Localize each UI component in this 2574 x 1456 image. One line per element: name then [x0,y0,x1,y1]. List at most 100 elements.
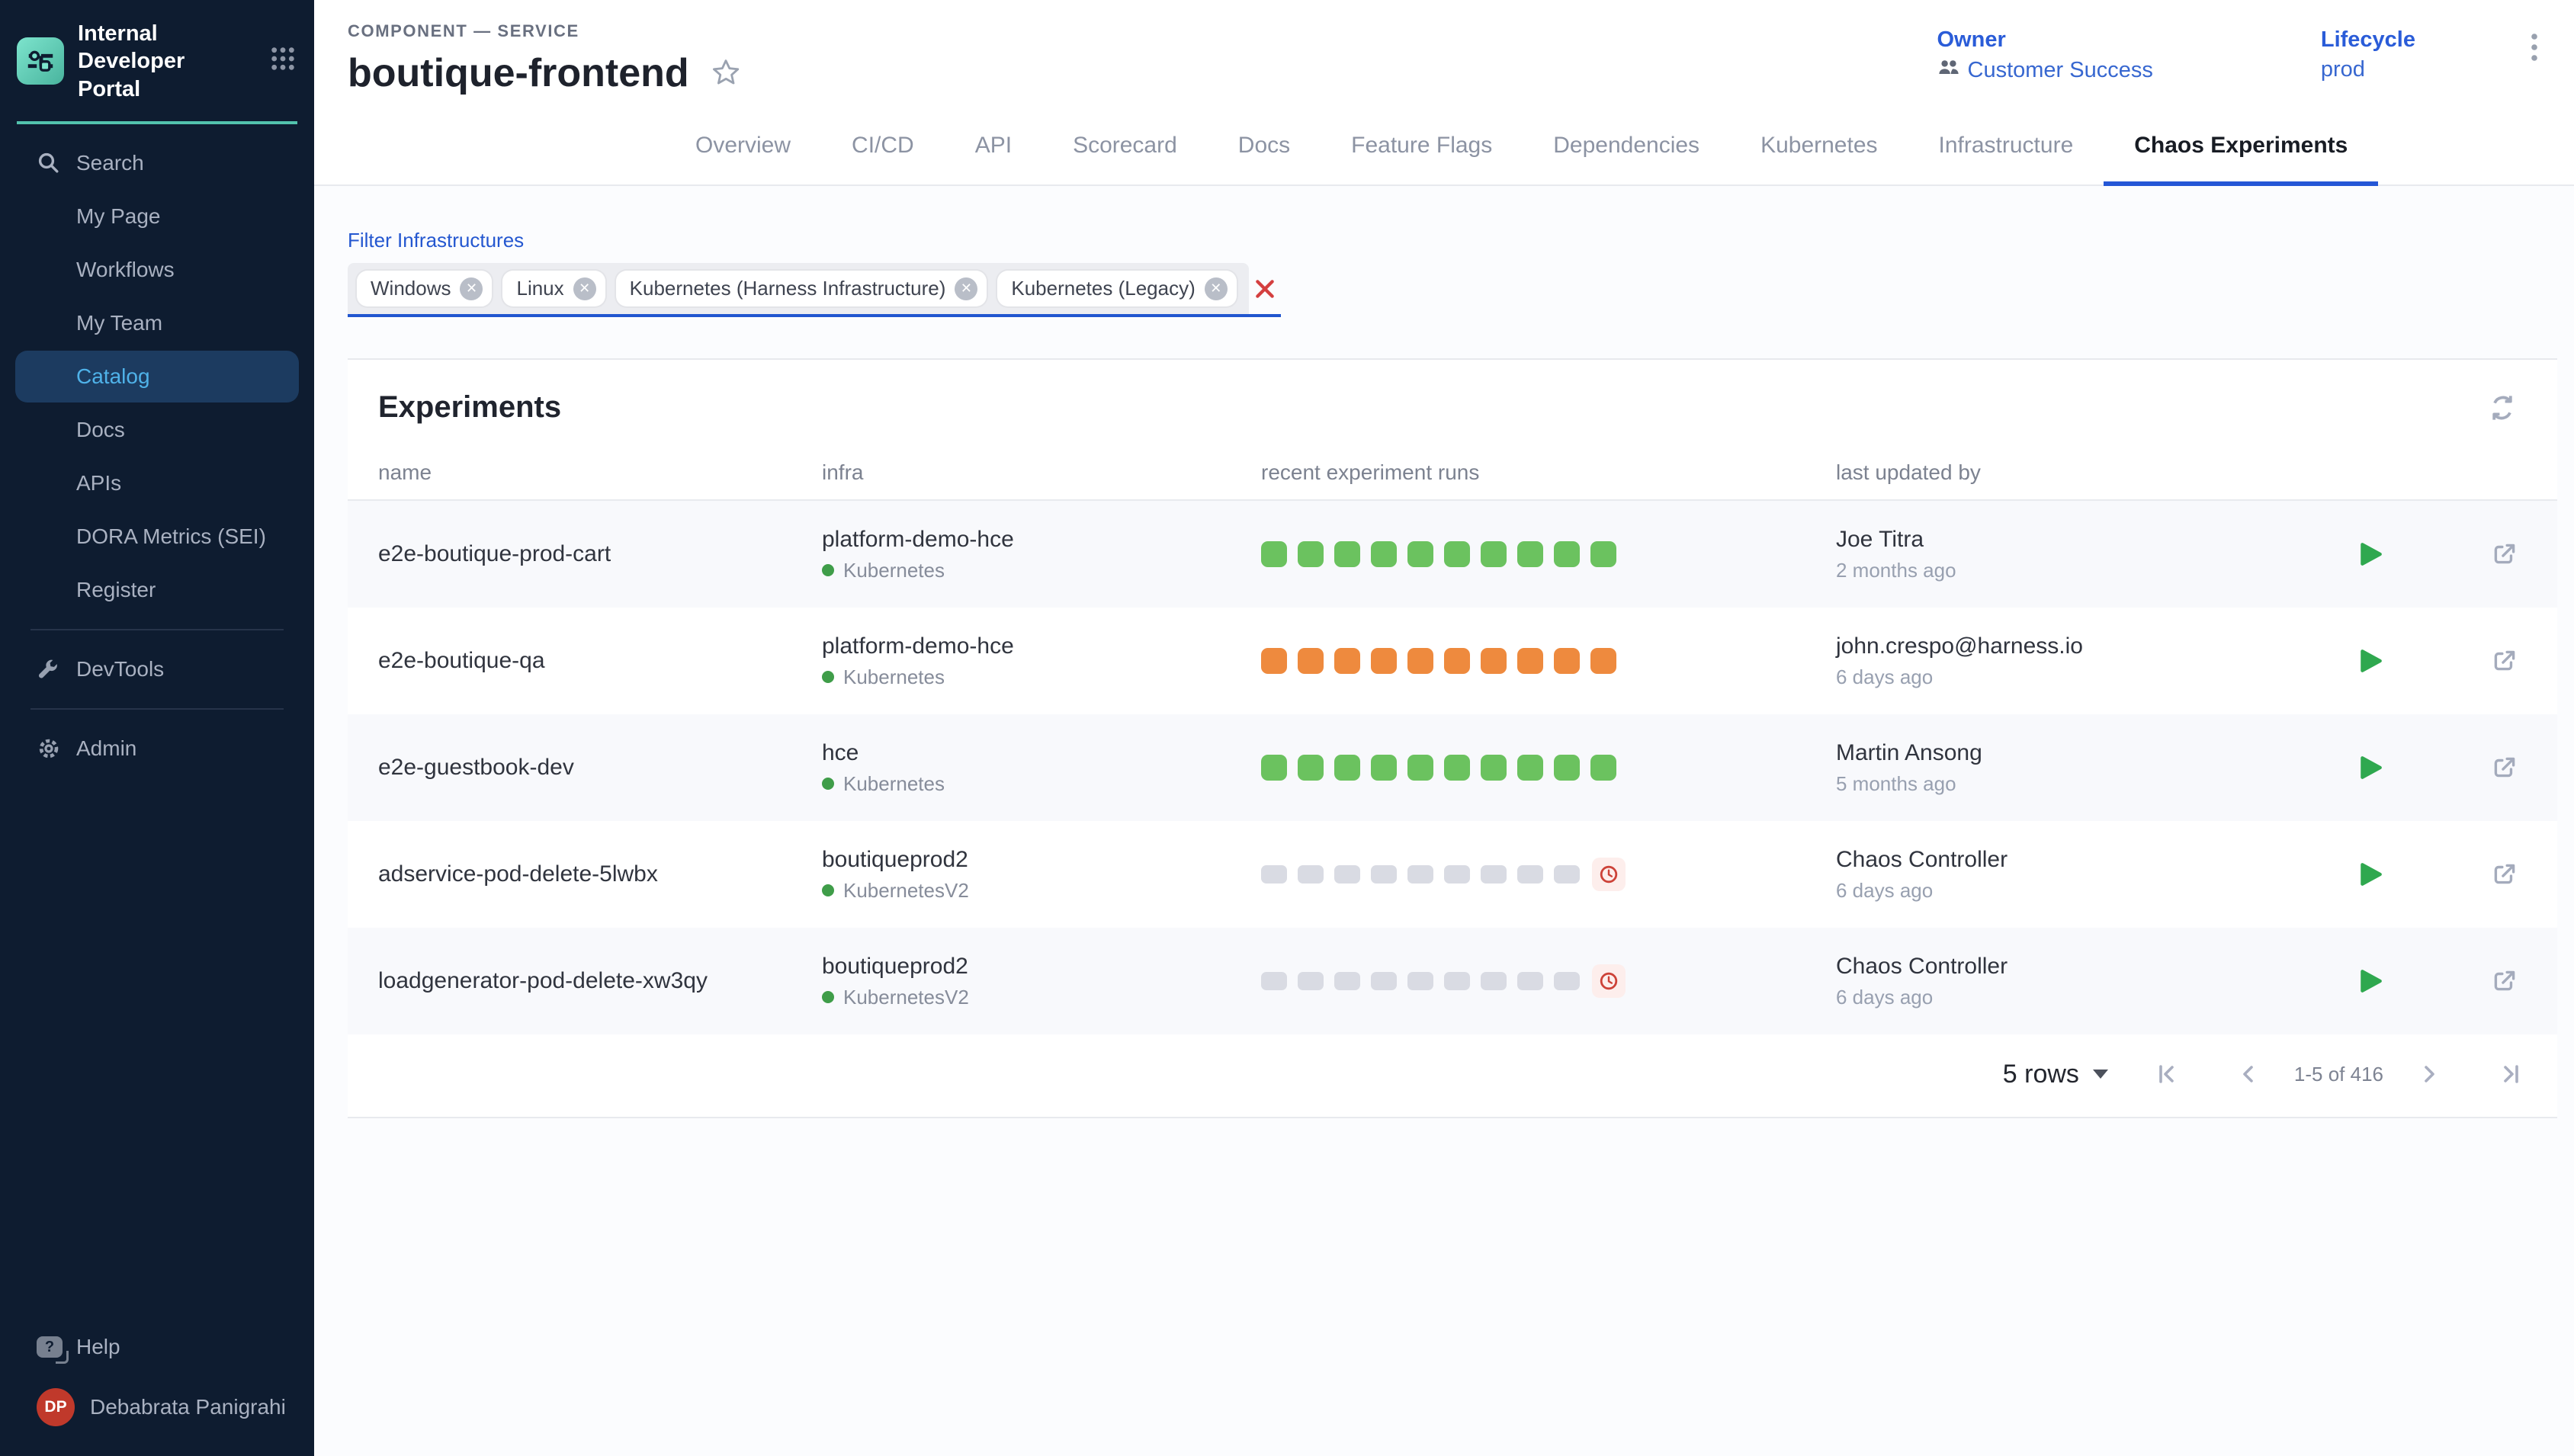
experiment-row[interactable]: loadgenerator-pod-delete-xw3qyboutiquepr… [348,928,2557,1034]
sidebar-item-label: Search [76,151,144,175]
sidebar-item-register[interactable]: Register [0,563,314,617]
row-actions [2357,753,2574,782]
owner-link[interactable]: Customer Success [1937,57,2153,83]
run-status-square [1334,541,1360,567]
sidebar-item-catalog[interactable]: Catalog [0,350,314,403]
tab-scorecard[interactable]: Scorecard [1042,111,1208,186]
tab-cicd[interactable]: CI/CD [821,111,945,186]
sidebar-item-devtools[interactable]: DevTools [0,643,314,696]
sidebar-item-my-team[interactable]: My Team [0,297,314,350]
experiment-row[interactable]: e2e-guestbook-devhceKubernetesMartin Ans… [348,714,2557,821]
open-in-new-icon[interactable] [2490,540,2519,569]
owner-label: Owner [1937,27,2153,53]
app-root: Internal Developer Portal Search [0,0,2574,1456]
kebab-menu-icon[interactable] [2522,27,2547,83]
run-experiment-play-icon[interactable] [2357,755,2383,781]
experiment-row[interactable]: adservice-pod-delete-5lwbxboutiqueprod2K… [348,821,2557,928]
first-page-icon[interactable] [2148,1056,2184,1092]
run-experiment-play-icon[interactable] [2357,968,2383,994]
run-status-square [1481,972,1507,990]
open-in-new-icon[interactable] [2490,860,2519,889]
tab-feature-flags[interactable]: Feature Flags [1321,111,1523,186]
experiment-row[interactable]: e2e-boutique-qaplatform-demo-hceKubernet… [348,608,2557,714]
chip-remove-icon[interactable]: ✕ [573,277,596,300]
run-status-square [1261,972,1287,990]
tab-kubernetes[interactable]: Kubernetes [1730,111,1908,186]
sidebar-item-help[interactable]: ? Help [0,1320,314,1374]
star-favorite-icon[interactable] [711,58,741,88]
open-in-new-icon[interactable] [2490,967,2519,996]
chip-remove-icon[interactable]: ✕ [1205,277,1228,300]
run-status-square [1590,541,1616,567]
caret-down-icon [2093,1070,2108,1079]
run-status-square [1517,865,1543,884]
experiment-name: e2e-boutique-qa [378,648,822,674]
experiment-infra: hceKubernetes [822,740,1261,796]
run-status-square [1407,755,1433,781]
run-status-square [1371,648,1397,674]
experiments-card-header: Experiments [348,360,2557,446]
experiment-name: adservice-pod-delete-5lwbx [378,861,822,887]
filter-section: Filter Infrastructures Windows ✕ Linux ✕… [314,186,2574,317]
lifecycle-label: Lifecycle [2321,27,2415,53]
entity-header: COMPONENT — SERVICE boutique-frontend Ow… [314,0,2574,96]
lifecycle-value: prod [2321,57,2415,82]
run-status-square [1407,865,1433,884]
sidebar-item-docs[interactable]: Docs [0,403,314,457]
tab-docs[interactable]: Docs [1208,111,1321,186]
experiments-card: Experiments name infra recent experiment… [348,358,2557,1118]
run-status-square [1444,972,1470,990]
chip-remove-icon[interactable]: ✕ [460,277,483,300]
run-experiment-play-icon[interactable] [2357,648,2383,674]
previous-page-icon[interactable] [2230,1056,2267,1092]
infra-status-dot [822,778,834,790]
infrastructure-filter-field[interactable]: Windows ✕ Linux ✕ Kubernetes (Harness In… [348,263,1281,317]
run-experiment-play-icon[interactable] [2357,541,2383,567]
tab-overview[interactable]: Overview [665,111,821,186]
last-page-icon[interactable] [2493,1056,2530,1092]
sidebar-item-dora-metrics[interactable]: DORA Metrics (SEI) [0,510,314,563]
sidebar-user[interactable]: DP Debabrata Panigrahi [0,1374,314,1441]
apps-grid-icon[interactable] [267,43,299,80]
sidebar-bottom: ? Help DP Debabrata Panigrahi [0,1320,314,1456]
experiments-heading: Experiments [378,390,561,425]
user-avatar: DP [37,1388,75,1426]
open-in-new-icon[interactable] [2490,753,2519,782]
rows-per-page-select[interactable]: 5 rows [2003,1060,2108,1089]
infra-status-dot [822,884,834,896]
recent-runs-indicator [1261,755,1836,781]
breadcrumb: COMPONENT — SERVICE [348,21,741,41]
sidebar-item-apis[interactable]: APIs [0,457,314,510]
open-in-new-icon[interactable] [2490,646,2519,675]
next-page-icon[interactable] [2411,1056,2447,1092]
last-updated-by: Chaos Controller6 days ago [1836,847,2357,903]
tab-dependencies[interactable]: Dependencies [1523,111,1730,186]
scheduled-clock-icon [1592,964,1626,998]
tab-bar: Overview CI/CD API Scorecard Docs Featur… [314,111,2574,186]
run-status-square [1554,648,1580,674]
sidebar-item-workflows[interactable]: Workflows [0,243,314,297]
run-status-square [1481,865,1507,884]
tab-api[interactable]: API [945,111,1042,186]
chip-remove-icon[interactable]: ✕ [955,277,977,300]
main-panel: COMPONENT — SERVICE boutique-frontend Ow… [314,0,2574,1456]
run-status-square [1517,972,1543,990]
clear-filters-icon[interactable] [1249,263,1281,314]
sidebar-item-my-page[interactable]: My Page [0,190,314,243]
experiment-name: e2e-boutique-prod-cart [378,541,822,567]
run-experiment-play-icon[interactable] [2357,861,2383,887]
infra-status-dot [822,671,834,683]
run-status-square [1407,648,1433,674]
experiment-name: loadgenerator-pod-delete-xw3qy [378,968,822,994]
page-title: boutique-frontend [348,50,689,96]
sidebar-item-search[interactable]: Search [0,136,314,190]
tab-chaos-experiments[interactable]: Chaos Experiments [2104,111,2378,186]
experiment-infra: platform-demo-hceKubernetes [822,633,1261,689]
experiment-row[interactable]: e2e-boutique-prod-cartplatform-demo-hceK… [348,501,2557,608]
refresh-icon[interactable] [2487,393,2518,423]
last-updated-by: Joe Titra2 months ago [1836,527,2357,582]
harness-idp-logo-icon [17,37,64,85]
tab-infrastructure[interactable]: Infrastructure [1908,111,2104,186]
sidebar-item-admin[interactable]: Admin [0,722,314,775]
filter-chip-windows: Windows ✕ [357,271,492,306]
